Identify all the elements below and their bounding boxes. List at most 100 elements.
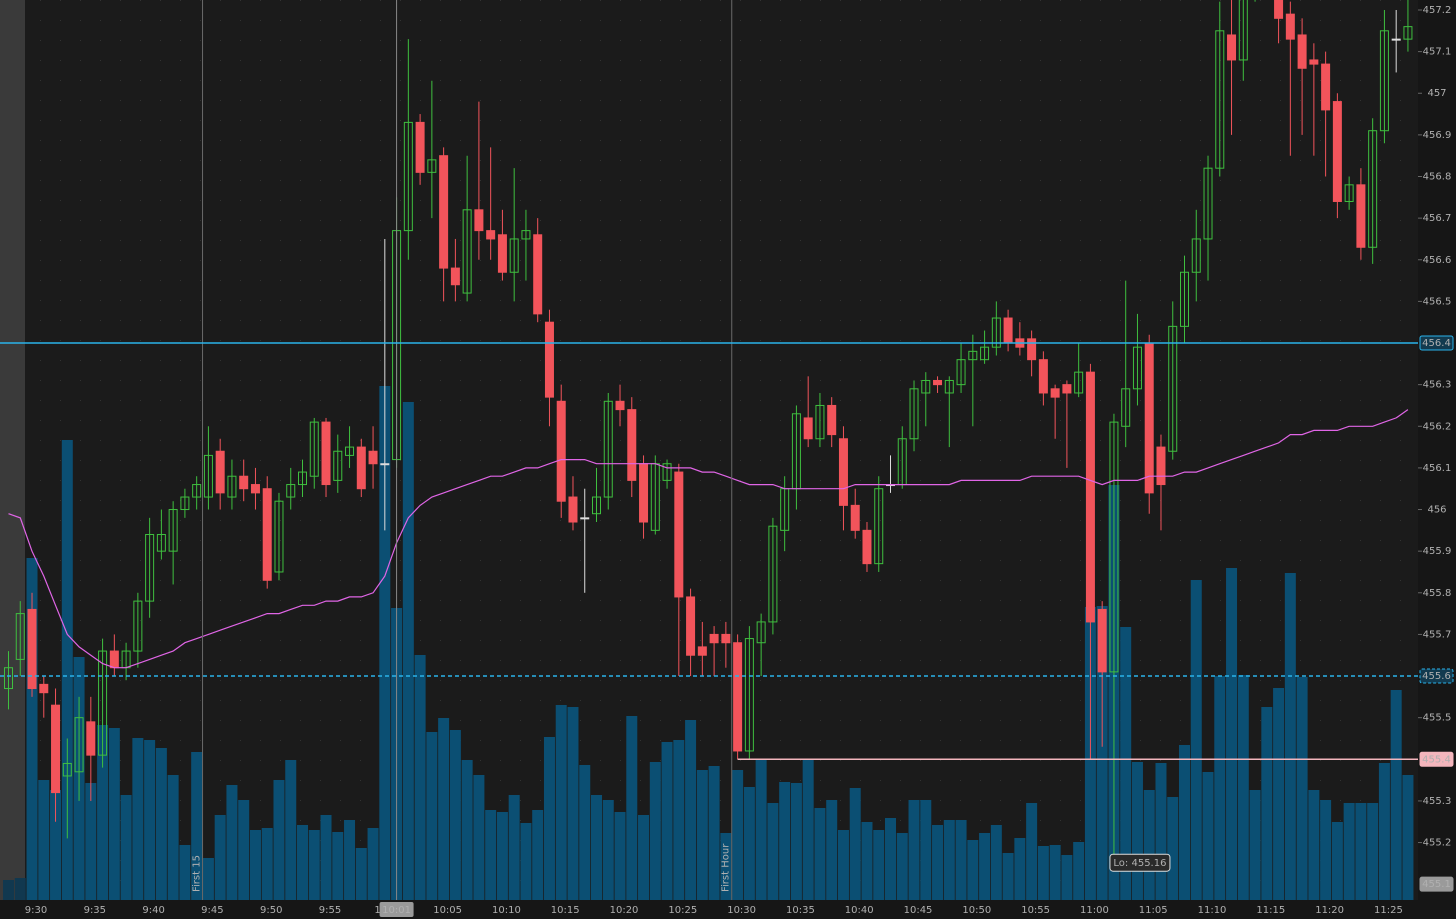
candle-body (156, 534, 166, 552)
volume-bar (626, 716, 638, 900)
candle-body (1368, 130, 1378, 248)
volume-bar (638, 815, 650, 900)
candle-body (838, 438, 848, 506)
candle-body (74, 717, 84, 773)
volume-bar (873, 830, 885, 900)
volume-bar (743, 787, 755, 900)
volume-bar (1355, 803, 1367, 900)
candle-body (568, 496, 578, 523)
candle-body (815, 404, 825, 440)
volume-bar (708, 766, 720, 900)
candle-body (1085, 371, 1095, 623)
price-level-label: 455.6 (1422, 671, 1451, 682)
candle-body (86, 721, 96, 756)
candle-body (768, 525, 778, 623)
volume-bar (97, 725, 109, 900)
volume-bar (332, 832, 344, 900)
volume-bar (1402, 775, 1414, 900)
volume-bar (132, 738, 144, 900)
candle-body (509, 238, 519, 273)
volume-bar (367, 828, 379, 900)
candle-body (1274, 0, 1284, 19)
x-tick-label: 11:10 (1198, 905, 1227, 916)
candle-body (697, 646, 707, 656)
volume-bar (1249, 790, 1261, 900)
volume-bar (1131, 762, 1143, 900)
volume-bar (861, 822, 873, 900)
candle-body (497, 234, 507, 273)
volume-bar (202, 858, 214, 900)
candle-body (1121, 388, 1131, 427)
volume-bar (779, 782, 791, 900)
candle-body (944, 379, 954, 394)
candle-body (62, 762, 72, 777)
volume-bar (1026, 803, 1038, 900)
volume-bar (837, 830, 849, 900)
x-tick-label: 10:25 (668, 905, 697, 916)
candle-body (462, 209, 472, 294)
candle-body (109, 650, 119, 669)
volume-bar (1237, 675, 1249, 900)
candle-body (145, 534, 155, 602)
x-tick-label: 11:25 (1374, 905, 1403, 916)
volume-bar (1367, 803, 1379, 900)
candle-body (486, 230, 496, 240)
volume-bar (144, 740, 156, 900)
candle-body (356, 446, 366, 490)
candle-body (1027, 338, 1037, 361)
volume-bar (120, 795, 132, 900)
candle-body (980, 346, 990, 361)
y-tick-label: 455.3 (1423, 796, 1452, 807)
candle-body (1309, 59, 1319, 65)
session-marker-label: First 15 (192, 855, 203, 892)
candle-body (1168, 325, 1178, 452)
volume-bar (179, 845, 191, 900)
candle-body (1344, 184, 1354, 202)
volume-bar (1155, 763, 1167, 900)
volume-bar (261, 828, 273, 900)
volume-bar (38, 780, 50, 900)
candle-body (615, 400, 625, 411)
volume-bar (932, 825, 944, 900)
volume-bar (1273, 688, 1285, 900)
volume-bar (920, 800, 932, 900)
candle-body (1321, 63, 1331, 111)
price-level-box (1419, 876, 1454, 892)
volume-bar (1096, 606, 1108, 900)
y-tick-label: 455.8 (1423, 588, 1452, 599)
candle-body (427, 159, 437, 173)
candle-body (133, 600, 143, 652)
candle-body (686, 596, 696, 656)
volume-bar (308, 830, 320, 900)
volume-bar (355, 848, 367, 900)
candle-body (1156, 446, 1166, 486)
candle-body (1050, 388, 1060, 398)
x-tick-label: 9:55 (319, 905, 341, 916)
candle-body (27, 608, 37, 690)
candle-body (1109, 421, 1119, 673)
candle-body (168, 509, 178, 552)
candle-body (1215, 30, 1225, 169)
volume-bar (414, 655, 426, 900)
volume-bar (14, 878, 26, 900)
volume-bar (543, 737, 555, 900)
volume-bar (614, 812, 626, 900)
candle-body (580, 517, 590, 520)
x-tick-label: 9:50 (260, 905, 282, 916)
x-tick-label: 10:20 (610, 905, 639, 916)
x-tick-label: 10:50 (962, 905, 991, 916)
volume-bar (449, 730, 461, 900)
volume-bar (849, 788, 861, 900)
y-tick-label: 456.2 (1423, 421, 1452, 432)
volume-bar (1179, 745, 1190, 900)
candle-body (380, 463, 390, 466)
candle-body (1191, 238, 1201, 273)
volume-bar (1214, 676, 1226, 900)
candle-body (309, 421, 319, 477)
volume-bar (1320, 800, 1332, 900)
candle-body (544, 321, 554, 398)
y-tick-label: 455.5 (1423, 713, 1452, 724)
volume-bar (226, 785, 238, 900)
candle-body (592, 496, 601, 515)
